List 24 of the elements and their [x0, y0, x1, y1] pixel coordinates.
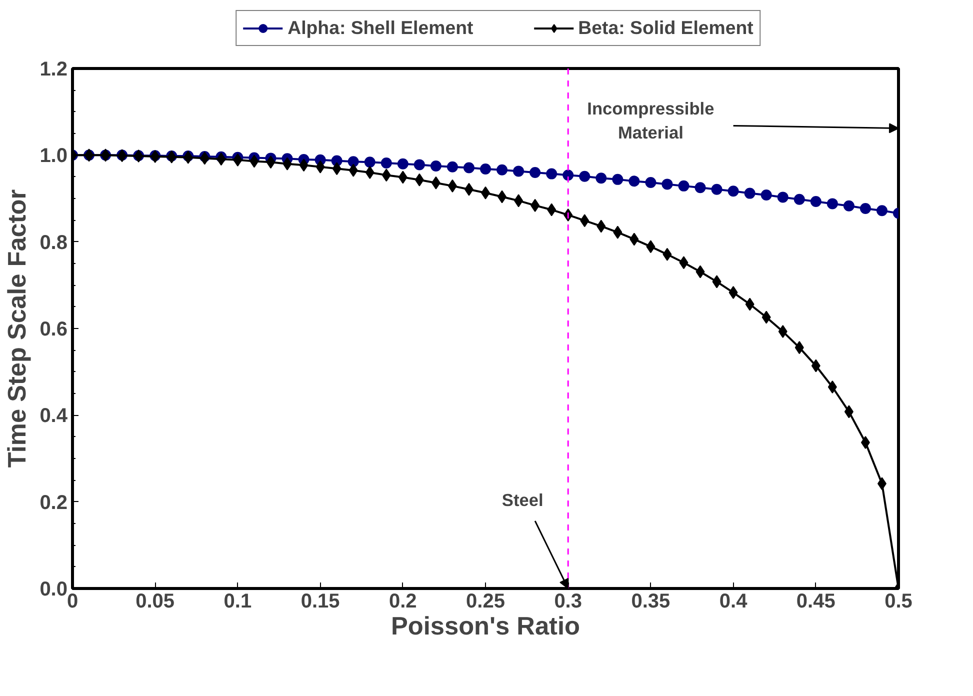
y-tick-label: 0.2 — [40, 492, 68, 514]
annotation: Steel — [502, 490, 544, 510]
x-tick-label: 0.45 — [796, 590, 836, 612]
x-tick-label: 0.15 — [300, 590, 340, 612]
x-tick-label: 0.5 — [884, 590, 912, 612]
x-axis-title: Poisson's Ratio — [391, 612, 580, 640]
y-tick-label: 0.8 — [40, 232, 68, 254]
annotation: Incompressible Material — [587, 98, 715, 142]
x-tick-label: 0.4 — [719, 590, 748, 612]
legend-label: Beta: Solid Element — [578, 17, 754, 39]
x-tick-label: 0 — [66, 590, 78, 612]
x-tick-label: 0.3 — [554, 590, 582, 612]
x-tick-label: 0.1 — [224, 590, 252, 612]
legend-label: Alpha: Shell Element — [288, 17, 474, 39]
y-tick-label: 1.0 — [40, 145, 68, 168]
x-tick-label: 0.25 — [466, 590, 505, 612]
x-tick-label: 0.05 — [136, 590, 175, 612]
y-tick-label: 0.4 — [40, 405, 68, 428]
x-tick-label: 0.2 — [389, 590, 417, 612]
x-tick-label: 0.35 — [631, 590, 670, 612]
y-tick-label: 0.0 — [40, 578, 68, 600]
y-axis-title: Time Step Scale Factor — [4, 189, 32, 468]
y-tick-label: 1.2 — [40, 58, 68, 80]
y-tick-label: 0.6 — [40, 318, 68, 340]
